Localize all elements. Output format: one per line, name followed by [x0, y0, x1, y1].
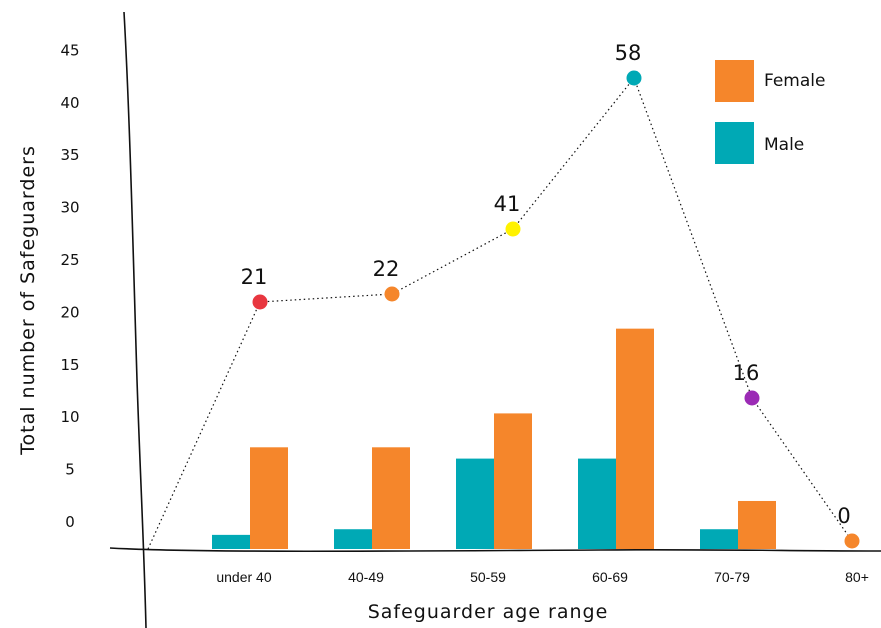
x-tick-label-5: 80+	[845, 569, 869, 585]
y-tick-label-30: 30	[60, 199, 79, 217]
legend-swatch-female	[715, 60, 754, 102]
y-tick-label-15: 15	[60, 356, 79, 374]
y-tick-label-20: 20	[60, 303, 79, 321]
bar-female-3	[616, 328, 654, 549]
bar-male-3	[578, 458, 616, 549]
legend-label-female: Female	[764, 71, 825, 91]
x-tick-labels: under 40 40-49 50-59 60-69 70-79 80+	[216, 569, 869, 585]
y-tick-label-40: 40	[60, 94, 79, 112]
y-axis-title: Total number of Safeguarders	[17, 145, 39, 456]
total-label-3: 58	[615, 41, 642, 65]
total-label-0: 21	[241, 265, 268, 289]
total-marker-1	[384, 286, 400, 302]
y-tick-label-5: 5	[65, 461, 75, 479]
y-tick-label-35: 35	[60, 146, 79, 164]
bar-female-1	[372, 447, 410, 549]
legend-label-male: Male	[764, 135, 804, 155]
bar-female-2	[494, 413, 532, 549]
total-marker-0	[252, 294, 268, 310]
bar-female-0	[250, 447, 288, 549]
total-marker-5	[844, 533, 860, 549]
x-axis-title: Safeguarder age range	[368, 601, 609, 623]
bar-male-2	[456, 458, 494, 549]
legend: Female Male	[715, 60, 825, 164]
legend-swatch-male	[715, 122, 754, 164]
total-label-5: 0	[837, 504, 850, 528]
x-tick-label-4: 70-79	[714, 569, 750, 585]
totals-markers	[252, 70, 860, 549]
y-tick-label-45: 45	[60, 41, 79, 59]
bar-male-0	[212, 534, 250, 549]
total-marker-3	[626, 70, 642, 86]
x-tick-label-1: 40-49	[348, 569, 384, 585]
x-tick-label-0: under 40	[216, 569, 271, 585]
total-label-2: 41	[494, 192, 521, 216]
total-marker-4	[744, 390, 760, 406]
bar-male-4	[700, 529, 738, 549]
bar-male-1	[334, 529, 372, 549]
total-label-1: 22	[373, 257, 400, 281]
x-tick-label-3: 60-69	[592, 569, 628, 585]
bar-female-4	[738, 500, 776, 549]
y-tick-labels: 0 5 10 15 20 25 30 35 40 45	[60, 41, 79, 531]
y-tick-label-10: 10	[60, 408, 79, 426]
bars	[212, 328, 776, 549]
y-tick-label-25: 25	[60, 251, 79, 269]
x-axis-line	[109, 547, 881, 553]
y-axis-line	[123, 11, 147, 628]
x-tick-label-2: 50-59	[470, 569, 506, 585]
y-tick-label-0: 0	[65, 513, 75, 531]
total-label-4: 16	[733, 361, 760, 385]
total-marker-2	[505, 221, 521, 237]
totals-labels: 21 22 41 58 16 0	[241, 41, 851, 528]
